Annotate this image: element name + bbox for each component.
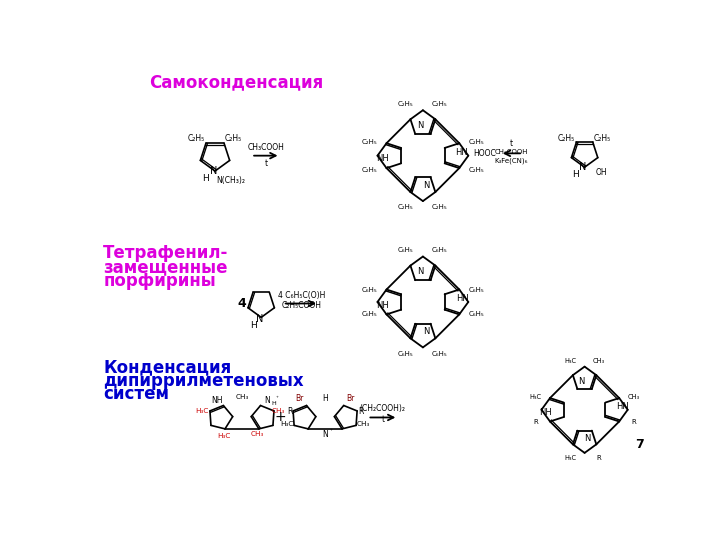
- Text: C₂H₅: C₂H₅: [398, 204, 414, 210]
- Text: CH₃: CH₃: [356, 421, 369, 427]
- Text: систем: систем: [104, 384, 169, 403]
- Text: R: R: [533, 419, 538, 425]
- Text: порфирины: порфирины: [104, 272, 216, 290]
- Text: K₃Fe(CN)₆: K₃Fe(CN)₆: [495, 157, 528, 164]
- Text: NH: NH: [376, 301, 389, 309]
- Text: NH: NH: [211, 396, 222, 405]
- Text: Тетрафенил-: Тетрафенил-: [104, 245, 229, 262]
- Text: ⁺: ⁺: [330, 429, 333, 434]
- Text: NH: NH: [377, 154, 390, 163]
- Text: C₂H₅: C₂H₅: [468, 166, 484, 172]
- Text: C₆H₅: C₆H₅: [432, 350, 448, 356]
- Text: C₆H₅: C₆H₅: [468, 287, 484, 293]
- Text: CH₃: CH₃: [593, 358, 605, 365]
- Text: HN: HN: [616, 402, 629, 411]
- Text: CH₃COOH: CH₃COOH: [248, 144, 284, 152]
- Text: CH₃: CH₃: [235, 394, 248, 401]
- Text: t: t: [510, 139, 513, 148]
- Text: (CH₂COOH)₂: (CH₂COOH)₂: [360, 404, 406, 413]
- Text: R: R: [596, 455, 600, 461]
- Text: R: R: [287, 407, 292, 416]
- Text: дипиррилметеновых: дипиррилметеновых: [104, 372, 304, 389]
- Text: Br: Br: [295, 394, 304, 403]
- Text: H₃C: H₃C: [529, 394, 541, 401]
- Text: 7: 7: [635, 438, 644, 451]
- Text: H: H: [323, 395, 328, 403]
- Text: Br: Br: [346, 394, 355, 403]
- Text: C₆H₅: C₆H₅: [362, 287, 378, 293]
- Text: R: R: [631, 419, 636, 425]
- Text: Самоконденсация: Самоконденсация: [150, 73, 324, 91]
- Text: N: N: [423, 181, 429, 190]
- Text: HOOC: HOOC: [473, 149, 496, 158]
- Text: CH₃COOH: CH₃COOH: [495, 149, 528, 155]
- Text: C₆H₅: C₆H₅: [398, 247, 414, 253]
- Text: N: N: [323, 430, 328, 439]
- Text: CH₃: CH₃: [271, 408, 285, 414]
- Text: C₆H₅: C₆H₅: [432, 247, 448, 253]
- Text: HN: HN: [455, 148, 468, 157]
- Text: HN: HN: [456, 294, 469, 303]
- Text: C₂H₅: C₂H₅: [225, 134, 242, 143]
- Text: замещенные: замещенные: [104, 258, 228, 276]
- Text: N: N: [580, 162, 587, 172]
- Text: H₃C: H₃C: [564, 358, 577, 365]
- Text: CH₃: CH₃: [251, 430, 264, 437]
- Text: C₂H₅: C₂H₅: [362, 139, 378, 145]
- Text: 4: 4: [238, 297, 246, 310]
- Text: NH: NH: [539, 408, 552, 417]
- Text: C₆H₅: C₆H₅: [362, 311, 378, 318]
- Text: C₂H₅: C₂H₅: [362, 166, 378, 172]
- Text: C₂H₅: C₂H₅: [188, 134, 205, 143]
- Text: C₂H₅COOH: C₂H₅COOH: [282, 301, 321, 310]
- Text: N: N: [423, 327, 429, 336]
- Text: OH: OH: [595, 168, 607, 177]
- Text: CH₃: CH₃: [628, 394, 640, 401]
- Text: H₃C: H₃C: [564, 455, 577, 461]
- Text: C₂H₅: C₂H₅: [432, 204, 448, 210]
- Text: R: R: [358, 407, 363, 416]
- Text: t: t: [264, 159, 267, 168]
- Text: C₆H₅: C₆H₅: [468, 311, 484, 318]
- Text: N: N: [210, 166, 217, 176]
- Text: C₆H₅: C₆H₅: [398, 350, 414, 356]
- Text: N: N: [264, 396, 270, 405]
- Text: Конденсация: Конденсация: [104, 359, 232, 376]
- Text: C₂H₅: C₂H₅: [558, 133, 575, 143]
- Text: H₃C: H₃C: [281, 421, 294, 427]
- Text: ⁺: ⁺: [276, 396, 279, 401]
- Text: N: N: [417, 267, 423, 276]
- Text: H: H: [572, 170, 579, 179]
- Text: C₂H₅: C₂H₅: [594, 133, 611, 143]
- Text: C₂H₅: C₂H₅: [398, 101, 414, 107]
- Text: 4 C₆H₅C(O)H: 4 C₆H₅C(O)H: [277, 291, 325, 300]
- Text: N: N: [417, 121, 423, 130]
- Text: N: N: [256, 314, 264, 324]
- Text: H: H: [250, 321, 257, 330]
- Text: t: t: [382, 415, 384, 424]
- Text: H₃C: H₃C: [217, 433, 231, 439]
- Text: H₃C: H₃C: [195, 408, 209, 414]
- Text: N(CH₃)₂: N(CH₃)₂: [216, 176, 245, 185]
- Text: C₂H₅: C₂H₅: [468, 139, 484, 145]
- Text: N: N: [578, 377, 585, 386]
- Text: C₂H₅: C₂H₅: [432, 101, 448, 107]
- Text: H: H: [271, 401, 276, 406]
- Text: +: +: [274, 410, 287, 424]
- Text: H: H: [202, 174, 209, 183]
- Text: N: N: [585, 434, 591, 443]
